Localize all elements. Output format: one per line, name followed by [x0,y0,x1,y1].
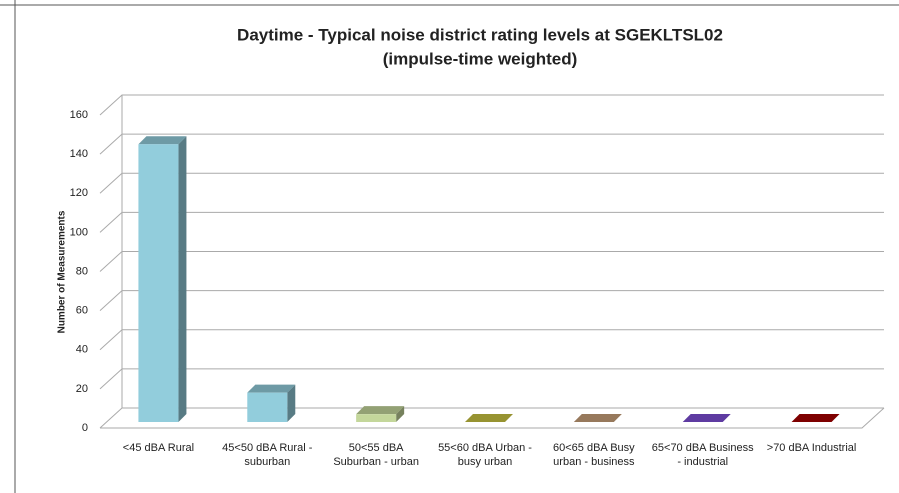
bar [356,414,397,422]
grid-line [99,94,884,116]
x-tick-label: 45<50 dBA Rural - suburban [222,442,313,468]
y-tick-label: 20 [76,383,88,395]
x-tick-label: 55<60 dBA Urban - busy urban [438,442,532,468]
x-tick-label: <45 dBA Rural [122,442,195,454]
grid-line [99,329,884,351]
x-tick-label: 65<70 dBA Business - industrial [651,442,754,468]
bar-top [247,384,296,393]
x-tick-label: 60<65 dBA Busy urban - business [553,442,635,468]
floor [100,407,885,429]
bar-side [178,136,187,422]
x-tick-label: >70 dBA Industrial [766,442,857,454]
y-tick-label: 100 [70,226,88,238]
y-tick-label: 140 [70,148,88,160]
y-axis-label: Number of Measurements [57,210,68,333]
grid-line [99,407,884,429]
y-tick-label: 60 [76,305,88,317]
y-tick-label: 160 [70,109,88,121]
y-tick-label: 80 [76,265,88,277]
bar-side [396,406,405,422]
x-tick-label: 50<55 dBA Suburban - urban [333,442,419,468]
grid-line [99,172,884,194]
bar [247,392,288,422]
bar-top [465,414,513,422]
bar-top [138,136,187,145]
grid-line [99,133,884,155]
y-tick-label: 40 [76,344,88,356]
chart-title: Daytime - Typical noise district rating … [237,25,723,44]
grid-line [99,290,884,311]
y-tick-label: 0 [82,422,88,434]
grid-line [99,251,884,272]
chart-subtitle: (impulse-time weighted) [383,49,578,68]
grid-line [99,368,884,390]
bar [138,144,179,422]
grid-line [99,211,884,233]
bar-top [682,414,731,422]
bar-top [356,406,405,415]
bar-top [573,414,622,422]
bar-side [287,384,296,422]
bar-top [791,414,840,422]
y-tick-label: 120 [70,187,88,199]
